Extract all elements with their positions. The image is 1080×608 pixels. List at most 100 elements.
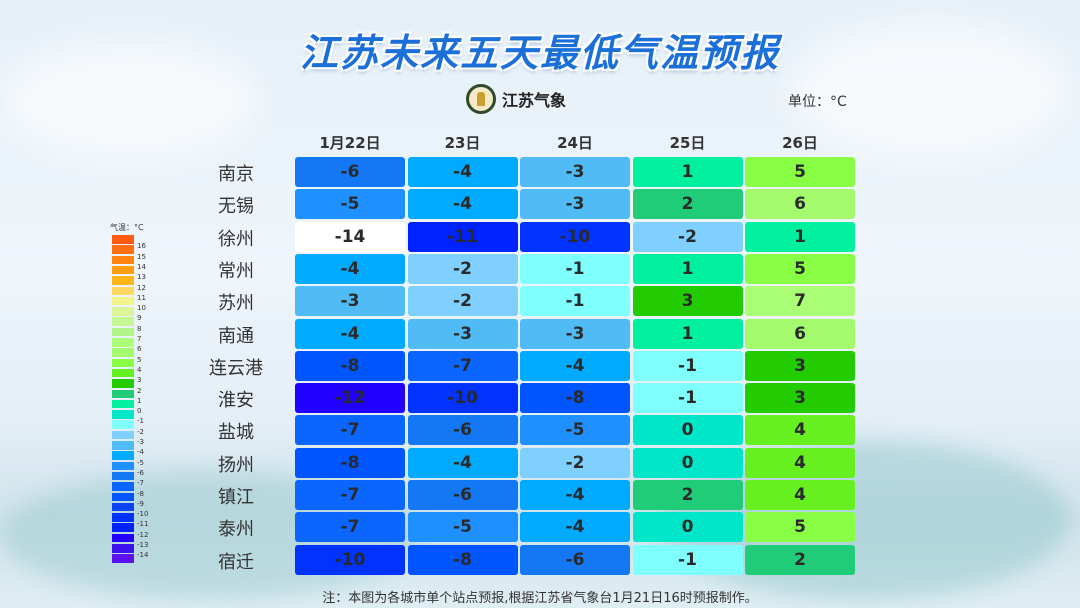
city-label: 南通 — [218, 325, 254, 347]
legend-label: 8 — [137, 324, 142, 333]
legend-swatch — [112, 502, 134, 512]
temperature-cell: -3 — [520, 318, 630, 349]
logo: 江苏气象 — [466, 84, 566, 114]
temperature-cell: 0 — [632, 447, 743, 478]
city-label: 常州 — [218, 260, 254, 282]
legend-label: 1 — [137, 396, 142, 405]
legend-swatch — [112, 441, 134, 450]
temperature-cell: -1 — [520, 286, 630, 317]
column-header: 26日 — [782, 134, 818, 152]
temperature-cell: -4 — [520, 480, 630, 510]
legend-label: -7 — [137, 479, 144, 488]
legend-label: -12 — [137, 530, 149, 539]
city-label: 南京 — [218, 164, 254, 185]
city-label: 宿迁 — [218, 551, 254, 573]
temperature-cell: -10 — [520, 221, 630, 252]
legend-label: 3 — [137, 376, 142, 385]
temperature-cell: 5 — [745, 157, 855, 187]
legend-swatch — [112, 307, 134, 316]
column-header: 24日 — [557, 134, 593, 152]
city-label: 淮安 — [218, 390, 254, 412]
temperature-cell: -10 — [407, 383, 518, 414]
legend-label: 14 — [137, 262, 146, 271]
legend-label: 16 — [137, 242, 146, 251]
legend-label: -11 — [137, 520, 149, 529]
city-label: 扬州 — [218, 454, 254, 476]
temperature-cell: -5 — [295, 189, 405, 220]
temperature-cell: 3 — [745, 383, 855, 414]
temperature-cell: -2 — [407, 286, 518, 317]
legend-swatch — [112, 492, 134, 501]
column-header: 25日 — [669, 134, 706, 152]
city-label: 泰州 — [218, 519, 254, 541]
legend-swatch — [112, 338, 134, 347]
legend-swatch — [112, 482, 134, 491]
temperature-cell: -6 — [295, 157, 405, 187]
legend-label: 13 — [137, 273, 146, 282]
temperature-cell: -2 — [632, 221, 743, 252]
legend-swatch — [112, 379, 134, 388]
temperature-cell: 4 — [745, 447, 855, 478]
city-label: 盐城 — [218, 422, 254, 444]
city-label: 无锡 — [218, 196, 254, 218]
city-label: 镇江 — [218, 487, 254, 508]
legend-swatch — [112, 513, 134, 522]
temperature-cell: -6 — [407, 480, 518, 510]
temperature-cell: -6 — [407, 415, 518, 446]
legend-label: -3 — [137, 438, 144, 446]
footnote: 注：本图为各城市单个站点预报,根据江苏省气象台1月21日16时预报制作。 — [322, 591, 758, 606]
legend-swatch — [112, 296, 134, 306]
temperature-cell: 1 — [745, 221, 855, 252]
cloud-decoration — [0, 40, 260, 160]
temperature-cell: 0 — [632, 512, 743, 543]
temperature-cell: -8 — [295, 447, 405, 478]
legend-swatch — [112, 286, 134, 295]
temperature-cell: 3 — [745, 350, 855, 381]
city-label: 徐州 — [218, 228, 254, 250]
temperature-cell: -7 — [295, 415, 405, 446]
temperature-cell: -4 — [407, 447, 518, 478]
legend-swatch — [112, 410, 134, 419]
legend-label: 4 — [137, 365, 142, 374]
temperature-cell: -7 — [407, 350, 518, 381]
legend-label: 10 — [137, 304, 146, 313]
legend-swatch — [112, 317, 134, 326]
cloud-decoration — [790, 20, 1070, 160]
city-label: 苏州 — [218, 293, 254, 315]
legend-swatch — [112, 544, 134, 553]
temperature-cell: 6 — [745, 189, 855, 220]
temperature-cell: 6 — [745, 318, 855, 349]
legend-swatch — [112, 533, 134, 543]
legend-swatch — [112, 430, 134, 440]
legend-label: 2 — [137, 386, 142, 395]
legend-label: -2 — [137, 427, 144, 436]
legend-swatch — [112, 389, 134, 398]
legend-swatch — [112, 368, 134, 378]
temperature-cell: -14 — [295, 221, 405, 252]
temperature-cell: -6 — [520, 544, 630, 575]
column-header: 1月22日 — [319, 134, 381, 152]
temperature-cell: 1 — [632, 157, 743, 187]
legend-swatch — [112, 348, 134, 357]
legend-label: -9 — [137, 499, 144, 508]
temperature-cell: -5 — [407, 512, 518, 543]
legend-swatch — [112, 451, 134, 460]
legend-swatch — [112, 471, 134, 481]
legend-swatch — [112, 523, 134, 532]
temperature-cell: -4 — [407, 157, 518, 187]
legend-swatch — [112, 399, 134, 409]
temperature-cell: -8 — [520, 383, 630, 414]
logo-seal-icon — [466, 84, 496, 114]
legend-label: 0 — [137, 407, 142, 416]
temperature-cell: -7 — [295, 512, 405, 543]
color-legend: 气温：°C 16 15 14 13 12 11 10 9 8 7 6 5 4 3 2 1 0 -1 -2 -3 -4 -5… — [110, 222, 148, 563]
legend-swatch — [112, 461, 134, 471]
temperature-cell: -2 — [407, 253, 518, 284]
temperature-cell: -8 — [295, 350, 405, 381]
legend-swatch — [112, 235, 134, 244]
temperature-cell: 7 — [745, 286, 855, 317]
temperature-cell: 3 — [632, 286, 743, 317]
temperature-cell: -11 — [407, 221, 518, 252]
city-label: 连云港 — [209, 357, 263, 379]
legend-swatch — [112, 420, 134, 429]
